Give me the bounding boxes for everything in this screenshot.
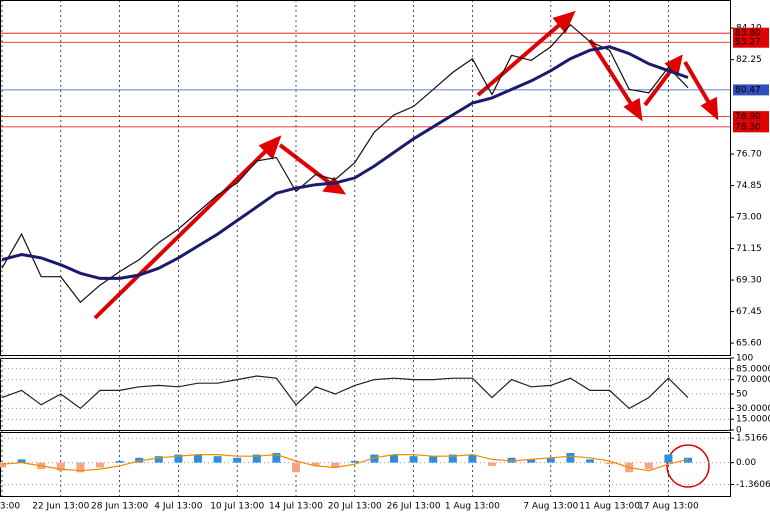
level-tag <box>733 36 769 48</box>
histogram-bar <box>115 461 124 463</box>
x-tick-label: 1 Aug 13:00 <box>445 502 500 512</box>
histogram-bar <box>644 462 653 470</box>
trend-arrows <box>93 10 719 320</box>
histogram-bar <box>409 456 418 463</box>
histogram-bar <box>311 462 320 466</box>
x-tick-label: 11 Aug 13:00 <box>579 502 640 512</box>
series-line <box>1 23 689 304</box>
y-tick-label: 70.0000 <box>736 375 770 385</box>
x-tick-label: 3:00 <box>0 502 20 512</box>
histogram-bar <box>429 456 438 463</box>
series-line <box>1 45 689 280</box>
histogram-bar <box>213 456 222 463</box>
y-tick-label: 30.0000 <box>736 404 770 414</box>
histogram-bar <box>56 462 65 471</box>
level-tag <box>733 121 769 133</box>
level-tag <box>733 27 769 39</box>
y-tick-label: 67.45 <box>736 307 762 317</box>
level-tag <box>733 111 769 123</box>
y-tick-label: 76.70 <box>736 150 762 160</box>
x-tick-label: 22 Jun 13:00 <box>32 502 89 512</box>
level-label: 80.47 <box>735 85 761 95</box>
highlight-circle <box>666 444 710 488</box>
x-tick-label: 14 Jul 13:00 <box>269 502 323 512</box>
histogram-bar <box>252 454 261 463</box>
histogram-bar <box>174 454 183 463</box>
y-tick-label: 0 <box>736 426 742 436</box>
histogram-bar <box>605 462 614 465</box>
y-tick-label: 71.15 <box>736 244 762 254</box>
histogram-bar <box>292 462 300 473</box>
y-tick-label: 65.60 <box>736 339 762 349</box>
histogram-bar <box>684 457 692 463</box>
y-tick-label: 74.85 <box>736 181 762 191</box>
y-tick-label: 85.0000 <box>736 364 770 374</box>
histogram-bar <box>664 454 673 463</box>
histogram-bar <box>507 457 516 463</box>
histogram-bar <box>135 457 144 463</box>
x-tick-label: 7 Aug 13:00 <box>523 502 578 512</box>
histogram-bar <box>331 462 340 468</box>
histogram-bar <box>0 462 6 468</box>
series-line <box>1 453 689 472</box>
histogram-bar <box>350 461 359 463</box>
histogram-bar <box>272 452 281 463</box>
histogram-bar <box>96 462 104 468</box>
x-tick-label: 28 Jun 13:00 <box>91 502 148 512</box>
y-tick-label: 82.25 <box>736 55 762 65</box>
y-tick-label: 69.30 <box>736 276 762 286</box>
histogram-bar <box>448 454 457 463</box>
level-tag <box>733 84 769 96</box>
x-tick-label: 20 Jul 13:00 <box>328 502 382 512</box>
x-tick-label: 4 Jul 13:00 <box>154 502 203 512</box>
histogram-bar <box>233 457 242 463</box>
x-tick-label: 10 Jul 13:00 <box>210 502 264 512</box>
y-tick-label: 50 <box>736 390 748 400</box>
histogram-bar <box>194 454 202 463</box>
histogram-bar <box>586 459 594 463</box>
level-label: 78.90 <box>735 112 761 122</box>
histogram-bar <box>370 454 379 463</box>
level-label: 83.80 <box>735 29 761 39</box>
y-tick-label: 0.00 <box>736 458 756 468</box>
histogram-bar <box>546 457 555 463</box>
y-tick-label: 100 <box>736 354 753 364</box>
histogram-bar <box>566 452 575 463</box>
histogram-bar <box>154 456 163 463</box>
level-label: 78.30 <box>735 122 761 132</box>
series-line <box>1 375 689 410</box>
histogram-bar <box>76 462 85 473</box>
x-tick-label: 26 Jul 13:00 <box>387 502 441 512</box>
histogram-bar <box>468 454 477 463</box>
y-tick-label: -1.3606 <box>736 480 770 490</box>
histogram-bar <box>488 462 496 466</box>
histogram-bar <box>390 454 398 463</box>
histogram-bar <box>17 459 26 463</box>
y-tick-label: 15.0000 <box>736 415 770 425</box>
y-tick-label: 73.00 <box>736 213 762 223</box>
y-tick-label: 1.5166 <box>736 434 768 444</box>
histogram-bar <box>527 459 536 463</box>
x-tick-label: 17 Aug 13:00 <box>638 502 699 512</box>
level-label: 83.27 <box>735 38 761 48</box>
